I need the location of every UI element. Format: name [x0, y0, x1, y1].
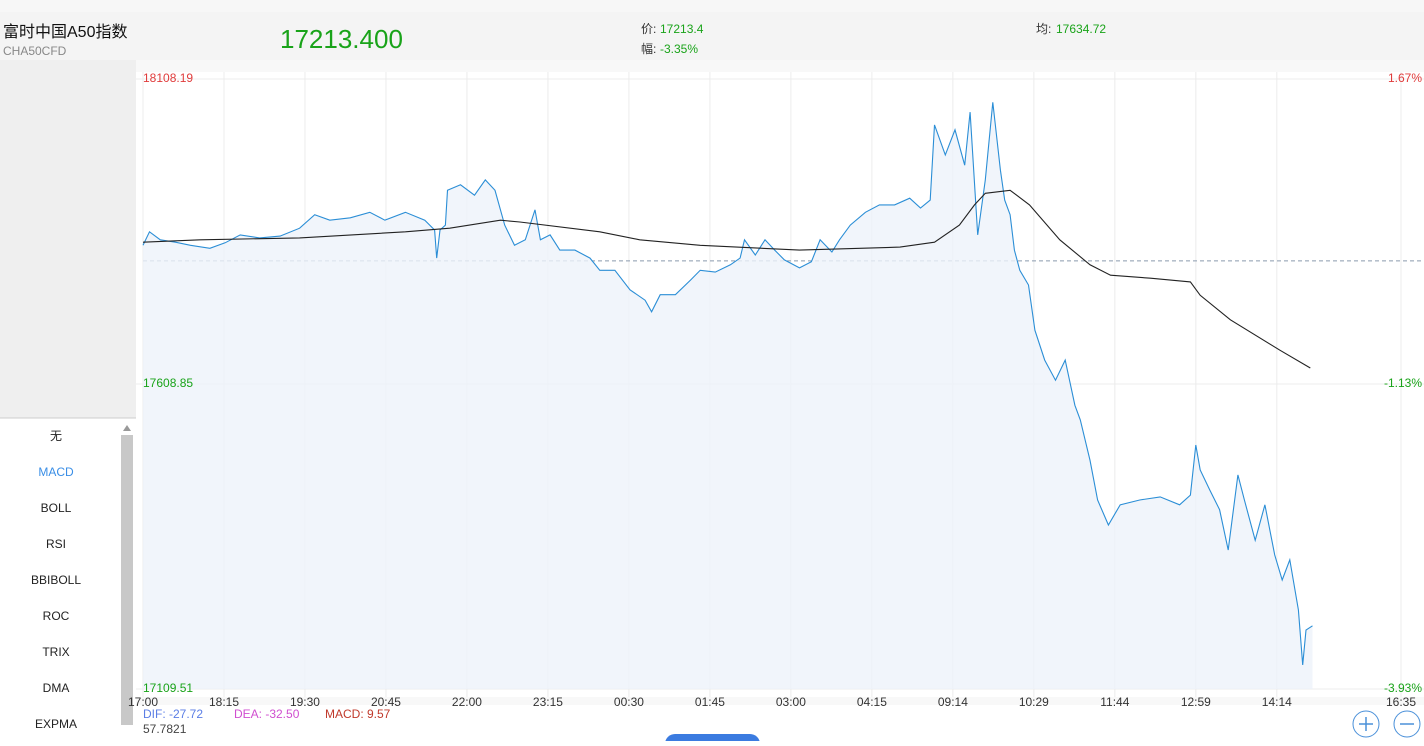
indicator-option[interactable]: ROC	[43, 609, 70, 623]
dif-label: DIF: -27.72	[143, 707, 203, 721]
x-tick-label: 12:59	[1181, 695, 1211, 709]
x-tick-label: 11:44	[1100, 695, 1129, 709]
stock-price: 17213.400	[280, 24, 403, 54]
indicator-option[interactable]: MACD	[38, 465, 74, 479]
y-tick-label: 17109.51	[143, 681, 193, 695]
zoom-in-icon	[1359, 717, 1373, 731]
y-tick-label: 18108.19	[143, 71, 193, 85]
x-tick-label: 04:15	[857, 695, 887, 709]
header-bar	[0, 12, 1424, 60]
browser-bar	[0, 0, 1424, 12]
x-tick-label: 09:14	[938, 695, 968, 709]
x-tick-label: 01:45	[695, 695, 725, 709]
average-line	[142, 189, 1311, 369]
dea-label: DEA: -32.50	[234, 707, 300, 721]
change-label: 幅:	[641, 41, 656, 56]
x-tick-label: 23:15	[533, 695, 563, 709]
y-tick-label: 17608.85	[143, 376, 193, 390]
x-tick-label: 03:00	[776, 695, 806, 709]
price-line	[142, 102, 1313, 665]
avg-value: 17634.72	[1056, 22, 1106, 36]
x-tick-label: 22:00	[452, 695, 482, 709]
y2-tick-label: -1.13%	[1384, 376, 1422, 390]
x-tick-label: 10:29	[1019, 695, 1049, 709]
stock-code: CHA50CFD	[3, 44, 67, 58]
stock-name: 富时中国A50指数	[3, 23, 127, 41]
indicator-option[interactable]: BBIBOLL	[31, 573, 81, 587]
indicator-option[interactable]: EXPMA	[35, 717, 77, 731]
x-tick-label: 20:45	[371, 695, 401, 709]
y2-tick-label: -3.93%	[1384, 681, 1422, 695]
x-tick-label: 19:30	[290, 695, 320, 709]
indicator-option[interactable]: 无	[50, 429, 62, 443]
avg-label: 均:	[1036, 22, 1051, 36]
indicator-option[interactable]: DMA	[43, 681, 70, 695]
tab-button[interactable]	[665, 734, 760, 746]
x-tick-label: 14:14	[1262, 695, 1292, 709]
macd-label: MACD: 9.57	[325, 707, 391, 721]
indicator-option[interactable]: RSI	[46, 537, 66, 551]
price-label: 价:	[641, 22, 656, 36]
macd-scale: 57.7821	[143, 722, 187, 736]
x-tick-label: 00:30	[614, 695, 644, 709]
x-tick-label: 18:15	[209, 695, 239, 709]
x-tick-label: 17:00	[128, 695, 158, 709]
y2-tick-label: 1.67%	[1388, 71, 1422, 85]
scrollbar[interactable]	[121, 435, 133, 725]
change-value: -3.35%	[660, 42, 698, 56]
indicator-option[interactable]: BOLL	[41, 501, 72, 515]
scroll-arrow[interactable]	[123, 425, 131, 431]
side-panel	[0, 60, 136, 418]
indicator-option[interactable]: TRIX	[42, 645, 69, 659]
x-tick-label: 16:35	[1386, 695, 1416, 709]
price-value: 17213.4	[660, 22, 704, 36]
price-area	[143, 102, 1313, 690]
